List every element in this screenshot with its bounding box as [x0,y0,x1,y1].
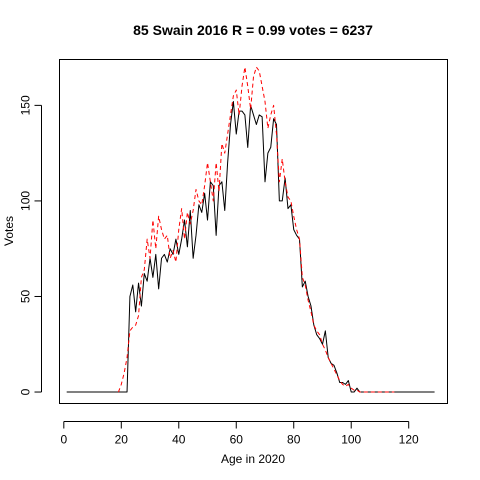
x-tick-label: 120 [399,433,419,447]
x-axis: 0 20 40 60 80 100 120 [60,421,419,447]
y-tick-label: 100 [19,191,33,211]
y-axis: 0 50 100 150 [19,95,42,395]
dashed-series-line [117,66,395,393]
y-axis-label: Votes [2,216,16,246]
x-tick-label: 80 [287,433,301,447]
y-tick-label: 150 [19,95,33,115]
chart-title: 85 Swain 2016 R = 0.99 votes = 6237 [133,22,373,38]
x-axis-label: Age in 2020 [221,452,285,466]
plot-frame [59,59,448,404]
y-tick-label: 0 [19,388,33,395]
x-tick-label: 60 [230,433,244,447]
x-tick-label: 0 [60,433,67,447]
x-tick-label: 40 [172,433,186,447]
y-tick-label: 50 [19,289,33,303]
series-group [66,66,435,393]
x-tick-label: 20 [115,433,129,447]
x-tick-label: 100 [341,433,361,447]
solid-series-line [66,101,435,393]
